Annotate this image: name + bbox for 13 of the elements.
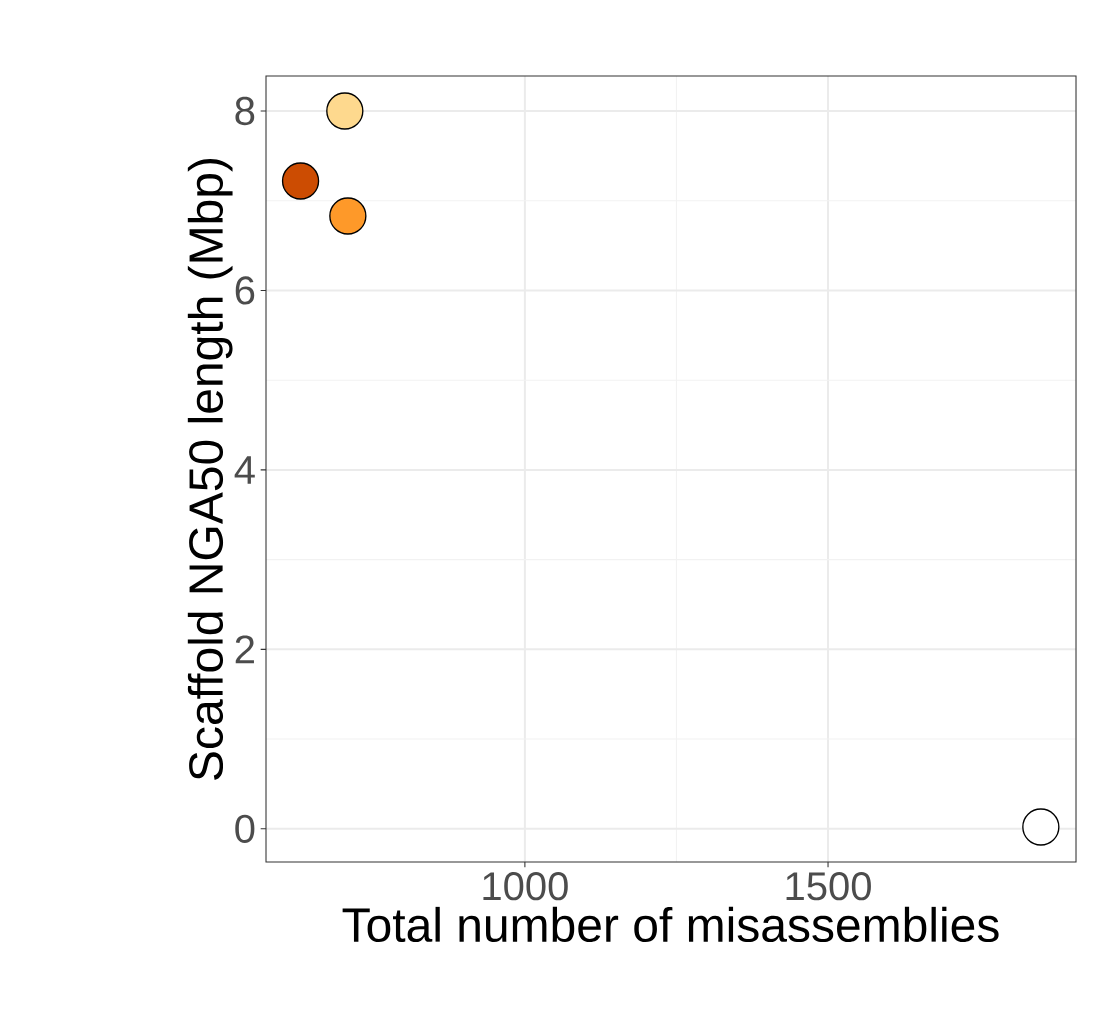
y-tick-label: 4 (234, 456, 255, 484)
point (326, 92, 364, 130)
x-tick-label: 1000 (483, 872, 568, 901)
y-tick-label: 6 (235, 276, 255, 305)
point (1022, 808, 1060, 846)
x-axis-title: Total number of misassemblies (342, 906, 999, 943)
point (329, 197, 367, 235)
y-tick-label: 8 (235, 96, 255, 126)
y-tick-label: 2 (235, 635, 254, 664)
point (281, 162, 320, 200)
x-tick-label: 1500 (786, 872, 871, 901)
y-tick-label: 0 (235, 814, 255, 843)
y-axis-title: Scaffold NGA50 length (Mbp) (187, 159, 233, 780)
